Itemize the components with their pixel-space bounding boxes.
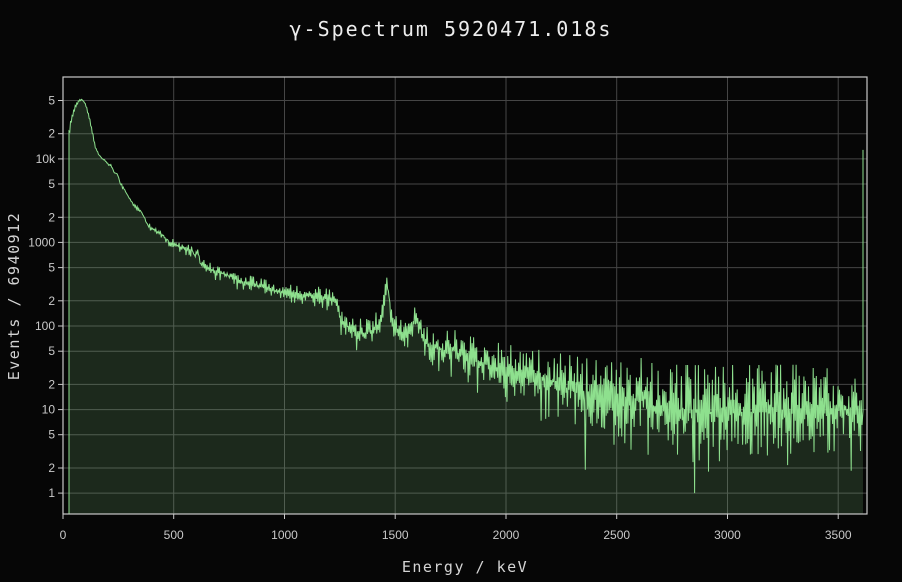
spectrum-line [68, 98, 864, 514]
y-tick-label: 1 [48, 486, 55, 500]
y-tick-label: 100 [35, 319, 55, 333]
y-tick-label: 2 [48, 377, 55, 391]
x-tick-label: 1500 [382, 528, 409, 542]
x-tick-label: 500 [164, 528, 184, 542]
y-tick-label: 10k [36, 152, 56, 166]
y-tick-label: 1000 [28, 235, 55, 249]
y-tick-label: 5 [48, 261, 55, 275]
x-tick-label: 2500 [603, 528, 630, 542]
y-tick-label: 5 [48, 177, 55, 191]
y-tick-label: 2 [48, 294, 55, 308]
x-tick-label: 0 [60, 528, 67, 542]
y-tick-label: 5 [48, 94, 55, 108]
x-tick-label: 3000 [714, 528, 741, 542]
chart-title: γ-Spectrum 5920471.018s [289, 17, 613, 41]
y-tick-label: 5 [48, 428, 55, 442]
y-tick-label: 5 [48, 344, 55, 358]
axis-layer: 0 500 1000 1500 2000 2500 3000 3500 1 2 5 10 2 5 100 2 5… [28, 76, 868, 542]
x-tick-label: 1000 [271, 528, 298, 542]
y-tick-label: 2 [48, 210, 55, 224]
y-tick-label: 10 [42, 403, 56, 417]
x-tick-label: 3500 [825, 528, 852, 542]
plot-border [62, 76, 868, 515]
spectrum-fill [69, 99, 863, 514]
spectrum-trace [68, 98, 864, 514]
x-axis-title: Energy / keV [401, 558, 529, 576]
y-tick-label: 2 [48, 461, 55, 475]
x-tick-label: 2000 [493, 528, 520, 542]
grid-layer [62, 77, 867, 514]
y-tick-label: 2 [48, 127, 55, 141]
